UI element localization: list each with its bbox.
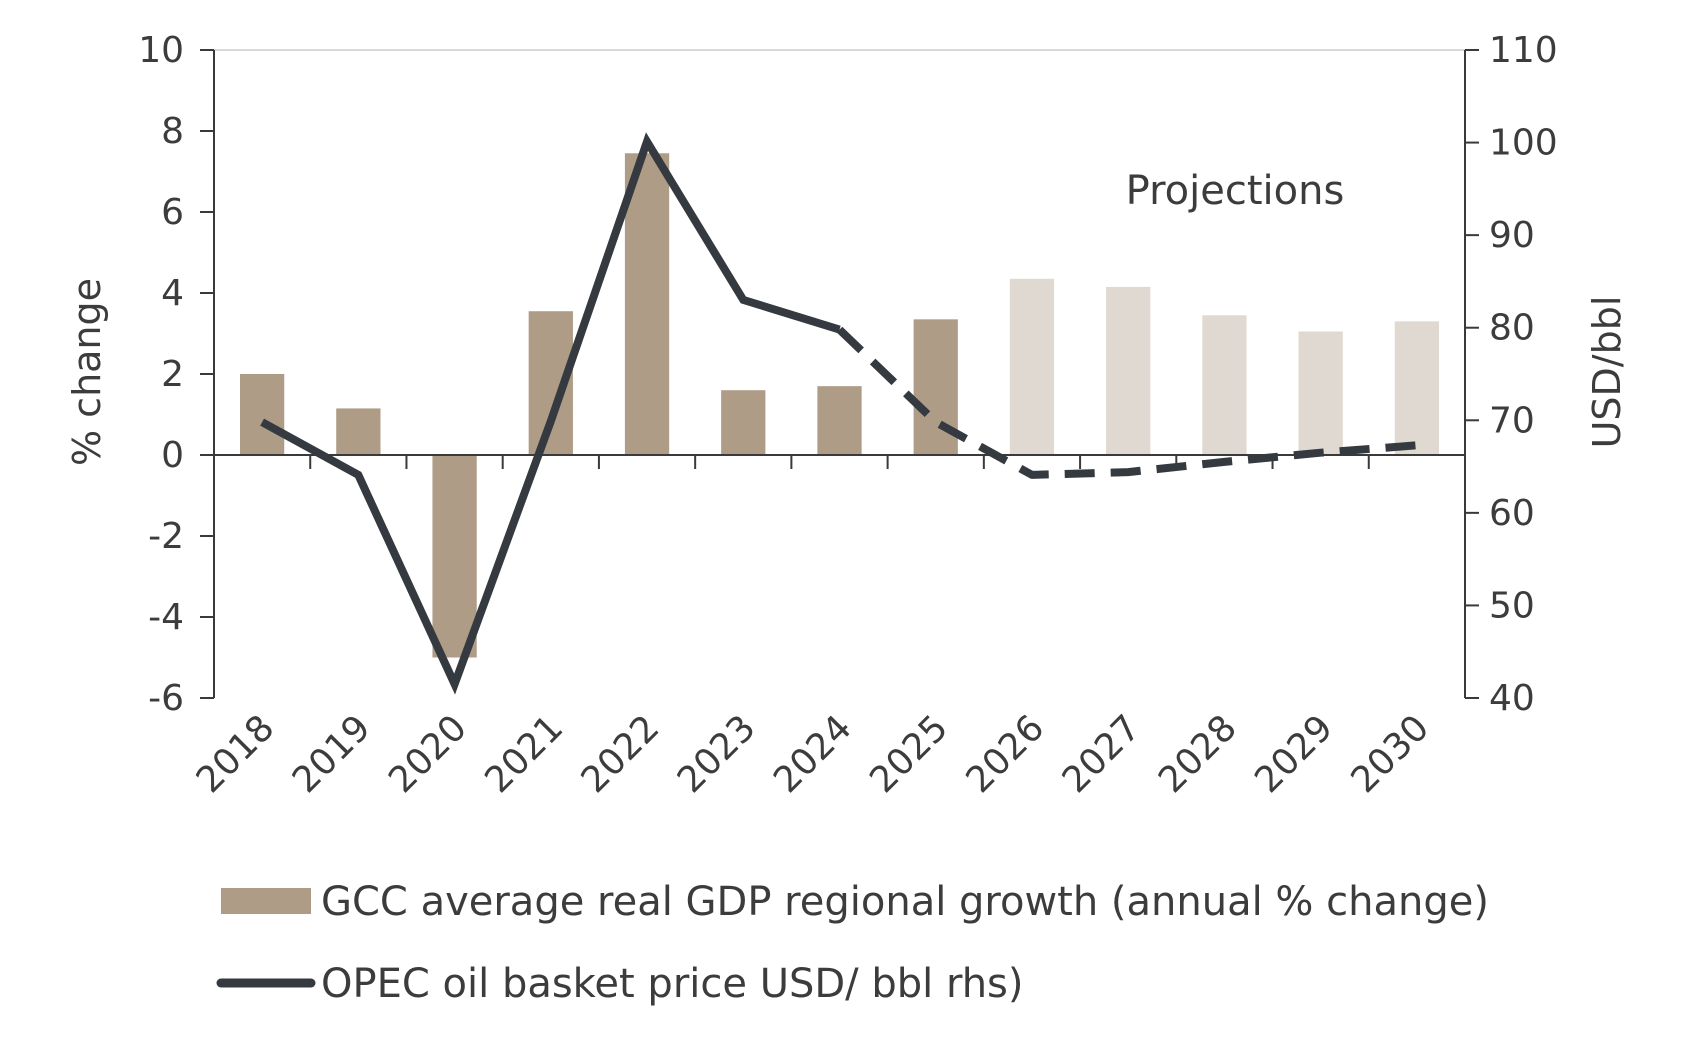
y-left-tick-label: -6 bbox=[148, 678, 184, 719]
bar-2020 bbox=[432, 455, 477, 658]
bar-2018 bbox=[239, 374, 285, 455]
x-tick-label: 2030 bbox=[1343, 707, 1437, 801]
y-left-tick-label: -2 bbox=[148, 516, 184, 557]
x-tick-label: 2021 bbox=[477, 707, 571, 801]
y-right-axis-title: USD/bbl bbox=[1585, 296, 1629, 449]
y-right-tick-label: 80 bbox=[1489, 308, 1535, 349]
y-left-axis-title: % change bbox=[65, 278, 109, 466]
y-right-tick-label: 110 bbox=[1489, 30, 1558, 71]
legend-label-oil: OPEC oil basket price USD/ bbl rhs) bbox=[321, 961, 1024, 1007]
bar-2026 bbox=[1009, 278, 1055, 455]
bar-2019 bbox=[336, 408, 381, 455]
y-left-tick-label: 10 bbox=[138, 30, 184, 71]
x-tick-label: 2026 bbox=[959, 707, 1053, 801]
y-right-tick-label: 60 bbox=[1489, 493, 1535, 534]
bar-2022 bbox=[624, 153, 670, 455]
x-tick-label: 2022 bbox=[574, 707, 668, 801]
y-left-tick-label: 0 bbox=[161, 435, 184, 476]
y-left-tick-label: 4 bbox=[161, 273, 184, 314]
legend-swatch-gdp bbox=[221, 888, 311, 914]
x-tick-label: 2025 bbox=[862, 707, 956, 801]
x-tick-label: 2028 bbox=[1151, 707, 1245, 801]
legend: GCC average real GDP regional growth (an… bbox=[216, 879, 1489, 1007]
y-right-tick-label: 70 bbox=[1489, 400, 1535, 441]
y-left-tick-label: 6 bbox=[161, 192, 184, 233]
projections-annotation: Projections bbox=[1126, 168, 1345, 214]
x-tick-label: 2018 bbox=[189, 707, 283, 801]
bar-2028 bbox=[1202, 315, 1247, 455]
bar-2027 bbox=[1106, 286, 1151, 455]
x-tick-label: 2019 bbox=[285, 707, 379, 801]
x-tick-label: 2027 bbox=[1055, 707, 1149, 801]
y-left-tick-label: 8 bbox=[161, 111, 184, 152]
legend-label-gdp: GCC average real GDP regional growth (an… bbox=[321, 879, 1489, 925]
bars bbox=[239, 153, 1440, 658]
y-left-tick-label: 2 bbox=[161, 354, 184, 395]
bar-2023 bbox=[721, 390, 766, 455]
axes bbox=[200, 49, 1479, 699]
y-left-tick-label: -4 bbox=[148, 597, 184, 638]
x-tick-label: 2023 bbox=[670, 707, 764, 801]
y-right-tick-label: 40 bbox=[1489, 678, 1535, 719]
price-line bbox=[260, 132, 1418, 695]
x-tick-label: 2024 bbox=[766, 707, 860, 801]
x-tick-label: 2020 bbox=[381, 707, 475, 801]
bar-2024 bbox=[817, 386, 862, 455]
bar-2030 bbox=[1394, 321, 1440, 455]
bar-2029 bbox=[1298, 331, 1343, 455]
x-tick-label: 2029 bbox=[1247, 707, 1341, 801]
y-right-tick-label: 100 bbox=[1489, 123, 1558, 164]
y-right-tick-label: 90 bbox=[1489, 215, 1535, 256]
y-right-tick-label: 50 bbox=[1489, 585, 1535, 626]
